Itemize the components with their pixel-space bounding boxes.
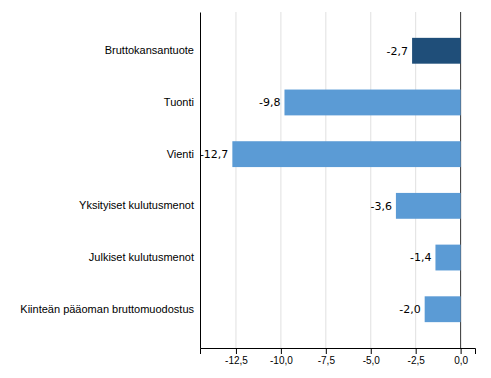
tick-label: Julkiset kulutusmenot (89, 251, 194, 263)
tick-label: -10,0 (270, 355, 293, 366)
tick-mark (236, 348, 237, 354)
tick-label: -5,0 (363, 355, 381, 366)
y-axis: Kiinteän pääoman bruttomuodostus Julkiset… (20, 13, 200, 349)
grid-line (235, 12, 236, 348)
data-label: -2,7 (387, 45, 408, 58)
tick-mark (281, 348, 282, 354)
tick-label: Yksityiset kulutusmenot (79, 199, 194, 211)
bar (396, 193, 461, 219)
tick-mark (326, 348, 327, 354)
data-label: -9,8 (259, 96, 280, 109)
tick: 0,0 (454, 348, 468, 366)
tick-mark (461, 348, 462, 354)
tick: Kiinteän pääoman bruttomuodostus (20, 303, 194, 315)
tick: Yksityiset kulutusmenot (79, 199, 194, 211)
tick-label: Vienti (167, 148, 194, 160)
tick-label: -12,5 (225, 355, 248, 366)
grid (236, 12, 461, 348)
axis-line (200, 13, 201, 349)
data-label: -2,0 (399, 303, 420, 316)
tick-label: -2,5 (408, 355, 426, 366)
bar (412, 38, 461, 64)
data-label: -3,6 (370, 200, 391, 213)
grid-line (325, 12, 326, 348)
tick-label: Bruttokansantuote (105, 44, 194, 56)
axis-line (201, 349, 476, 355)
data-label: -12,7 (200, 148, 228, 161)
tick-label: 0,0 (454, 355, 468, 366)
grid-line (280, 12, 281, 348)
x-axis: -12,5 -10,0 -7,5 -5,0 -2,5 0,0 (201, 348, 476, 366)
tick: -10,0 (270, 348, 293, 366)
bar (435, 245, 460, 271)
tick-mark (416, 348, 417, 354)
tick: Tuonti (164, 96, 194, 108)
tick-label: Kiinteän pääoman bruttomuodostus (20, 303, 194, 315)
tick: -12,5 (225, 348, 248, 366)
tick: -5,0 (363, 348, 381, 366)
data-labels: -2,0 -1,4 -3,6 -12,7 -9,8 -2,7 (200, 45, 432, 316)
data-label: -1,4 (410, 251, 431, 264)
tick-mark (371, 348, 372, 354)
chart: -2,0-1,4-3,6-12,7-9,8-2,7-12,5-10,0-7,5-… (0, 0, 491, 378)
bar (425, 296, 461, 322)
tick: Bruttokansantuote (105, 44, 194, 56)
plot: -2,0-1,4-3,6-12,7-9,8-2,7-12,5-10,0-7,5-… (20, 12, 475, 366)
tick: -2,5 (408, 348, 426, 366)
tick: -7,5 (318, 348, 336, 366)
bar (232, 141, 460, 167)
tick-label: Tuonti (164, 96, 194, 108)
tick: Julkiset kulutusmenot (89, 251, 194, 263)
bars (232, 38, 460, 322)
grid-line (370, 12, 371, 348)
tick-label: -7,5 (318, 355, 336, 366)
bar (284, 90, 460, 116)
tick: Vienti (167, 148, 194, 160)
